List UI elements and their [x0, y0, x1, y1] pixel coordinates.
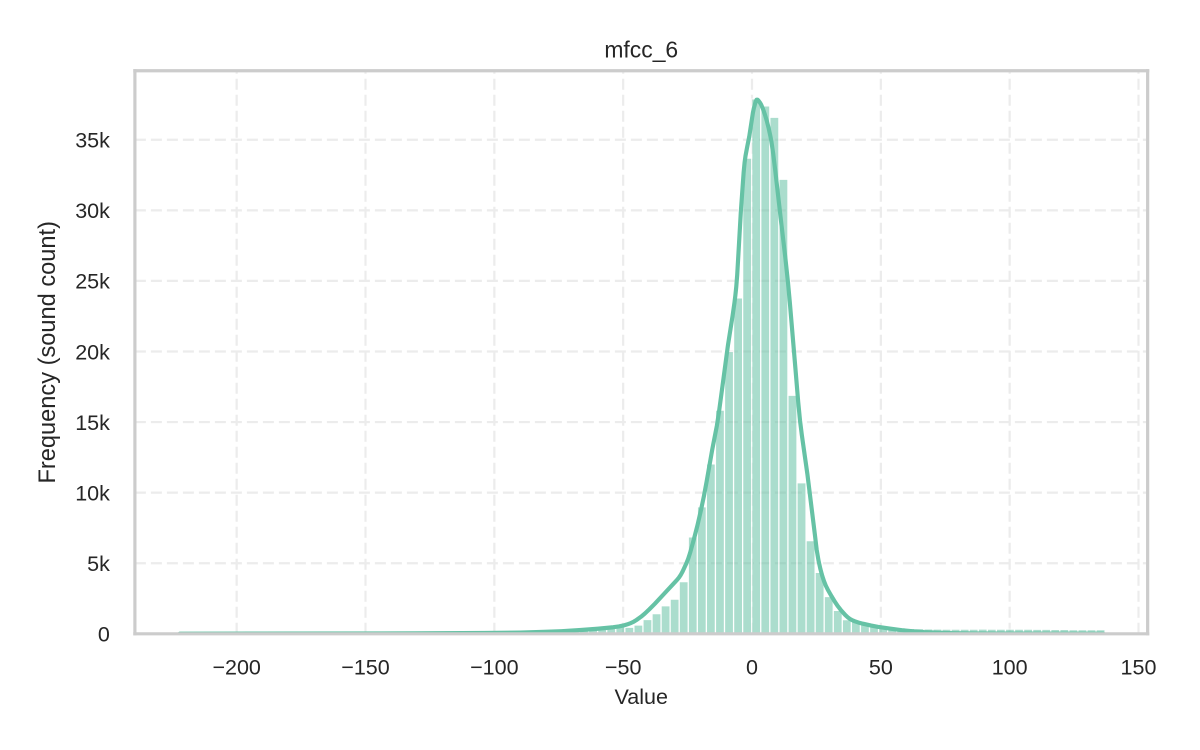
- svg-text:−50: −50: [605, 655, 642, 679]
- svg-text:30k: 30k: [75, 199, 110, 223]
- svg-text:0: 0: [98, 623, 110, 647]
- svg-text:5k: 5k: [87, 552, 110, 576]
- svg-text:−200: −200: [212, 655, 260, 679]
- svg-text:20k: 20k: [75, 340, 110, 364]
- svg-text:0: 0: [746, 655, 758, 679]
- svg-text:50: 50: [869, 655, 893, 679]
- svg-text:15k: 15k: [75, 411, 110, 435]
- svg-text:−150: −150: [341, 655, 389, 679]
- svg-text:35k: 35k: [75, 129, 110, 153]
- svg-text:25k: 25k: [75, 270, 110, 294]
- svg-text:−100: −100: [470, 655, 518, 679]
- svg-text:mfcc_6: mfcc_6: [604, 36, 678, 62]
- svg-text:100: 100: [992, 655, 1028, 679]
- svg-text:150: 150: [1121, 655, 1157, 679]
- svg-text:10k: 10k: [75, 481, 110, 505]
- svg-text:Frequency (sound count): Frequency (sound count): [35, 221, 61, 483]
- svg-text:Value: Value: [615, 685, 668, 709]
